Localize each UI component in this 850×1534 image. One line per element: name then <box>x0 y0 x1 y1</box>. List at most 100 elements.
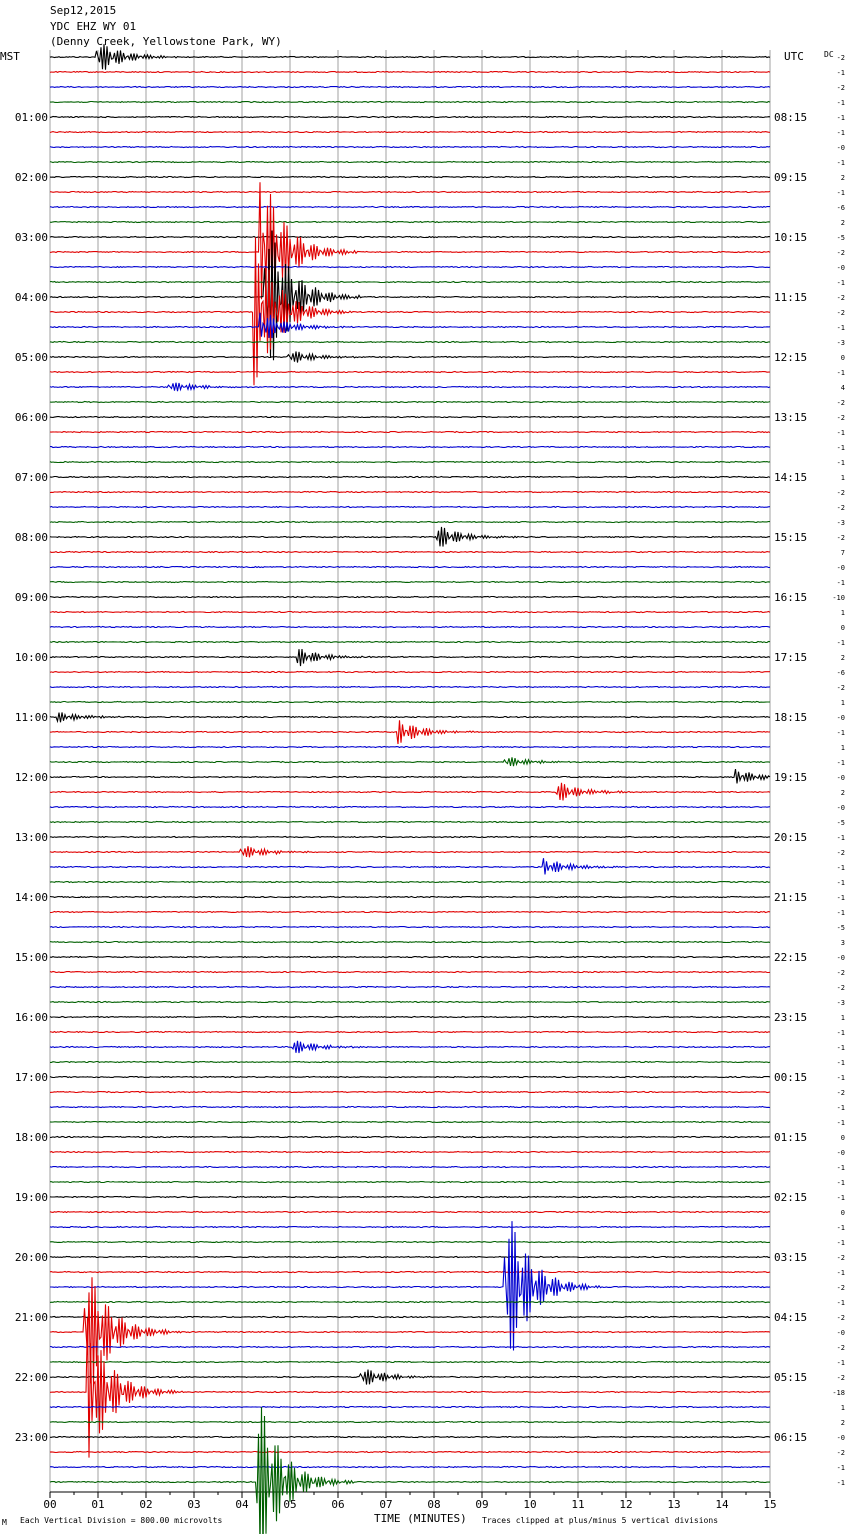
trace-row-63 <box>49 1000 771 1004</box>
dc-offset-label: -1 <box>837 129 845 137</box>
utc-hour-label: 08:15 <box>774 111 807 124</box>
dc-offset-label: -2 <box>837 309 845 317</box>
dc-offset-label: -1 <box>837 114 845 122</box>
dc-offset-label: -2 <box>837 54 845 62</box>
dc-offset-label: -6 <box>837 669 845 677</box>
mst-hour-label: 20:00 <box>15 1251 48 1264</box>
x-tick-label: 07 <box>379 1498 393 1511</box>
dc-offset-label: -2 <box>837 1254 845 1262</box>
dc-offset-label: -1 <box>837 369 845 377</box>
dc-offset-label: -0 <box>837 564 845 572</box>
trace-row-23 <box>49 400 771 404</box>
dc-offset-label: -1 <box>837 159 845 167</box>
dc-offset-label: 1 <box>841 744 845 752</box>
x-tick-label: 14 <box>715 1498 729 1511</box>
dc-offset-label: -1 <box>837 1119 845 1127</box>
dc-offset-label: -1 <box>837 729 845 737</box>
trace-row-68 <box>49 1075 771 1079</box>
dc-offset-label: -1 <box>837 1074 845 1082</box>
minute-grid <box>49 50 771 1498</box>
utc-hour-label: 20:15 <box>774 831 807 844</box>
trace-row-26 <box>50 445 771 449</box>
trace-row-90 <box>49 1405 771 1409</box>
mst-hour-label: 10:00 <box>15 651 48 664</box>
dc-offset-label: -2 <box>837 1284 845 1292</box>
trace-row-44 <box>49 712 771 724</box>
axis-labels: 01:00 02:00 03:00 04:00 05:00 06:00 07:00 08:00… <box>15 54 845 1487</box>
dc-offset-label: 7 <box>841 549 845 557</box>
dc-offset-label: -0 <box>837 714 845 722</box>
dc-offset-label: 1 <box>841 1404 845 1412</box>
trace-row-89 <box>49 1317 771 1458</box>
trace-row-54 <box>49 858 771 875</box>
trace-row-91 <box>49 1420 771 1424</box>
dc-offset-label: -5 <box>837 234 845 242</box>
dc-offset-label: -1 <box>837 1269 845 1277</box>
x-tick-label: 11 <box>571 1498 585 1511</box>
trace-row-14 <box>49 265 771 269</box>
x-tick-label: 05 <box>283 1498 297 1511</box>
trace-row-12 <box>49 235 771 239</box>
trace-row-75 <box>50 1180 771 1184</box>
x-tick-label: 01 <box>91 1498 105 1511</box>
dc-offset-label: -0 <box>837 1329 845 1337</box>
mst-axis-title: MST <box>0 50 20 63</box>
dc-offset-label: -1 <box>837 324 845 332</box>
trace-row-33 <box>49 550 771 554</box>
dc-offset-label: -1 <box>837 459 845 467</box>
trace-row-78 <box>49 1225 771 1229</box>
x-tick-label: 13 <box>667 1498 681 1511</box>
dc-offset-label: 2 <box>841 219 845 227</box>
dc-offset-label: -2 <box>837 984 845 992</box>
trace-row-56 <box>49 895 771 899</box>
trace-row-43 <box>49 700 770 704</box>
dc-offset-label: -1 <box>837 429 845 437</box>
dc-offset-label: -2 <box>837 294 845 302</box>
vertical-division-note: Each Vertical Division = 800.00 microvol… <box>20 1516 223 1525</box>
trace-row-74 <box>49 1165 771 1169</box>
dc-offset-label: -1 <box>837 69 845 77</box>
dc-offset-label: -1 <box>837 1104 845 1112</box>
dc-offset-label: -2 <box>837 249 845 257</box>
trace-row-30 <box>49 505 771 509</box>
dc-offset-label: 1 <box>841 699 845 707</box>
dc-offset-label: -2 <box>837 534 845 542</box>
trace-row-48 <box>49 769 771 784</box>
mst-hour-label: 19:00 <box>15 1191 48 1204</box>
dc-offset-label: -3 <box>837 339 845 347</box>
dc-offset-label: 0 <box>841 1134 845 1142</box>
utc-hour-label: 01:15 <box>774 1131 807 1144</box>
dc-offset-label: -0 <box>837 1149 845 1157</box>
utc-hour-label: 23:15 <box>774 1011 807 1024</box>
dc-offset-label: -1 <box>837 894 845 902</box>
trace-row-51 <box>49 820 771 824</box>
station-location: (Denny Creek, Yellowstone Park, WY) <box>50 35 282 48</box>
utc-hour-label: 05:15 <box>774 1371 807 1384</box>
trace-row-27 <box>49 460 771 464</box>
mst-hour-label: 03:00 <box>15 231 48 244</box>
dc-offset-label: 1 <box>841 474 845 482</box>
dc-offset-label: -1 <box>837 1239 845 1247</box>
trace-row-95 <box>49 1407 770 1534</box>
trace-row-40 <box>49 649 771 667</box>
utc-hour-label: 00:15 <box>774 1071 807 1084</box>
dc-offset-label: -10 <box>832 594 845 602</box>
dc-offset-label: -2 <box>837 969 845 977</box>
mst-hour-label: 12:00 <box>15 771 48 784</box>
dc-offset-label: -1 <box>837 99 845 107</box>
dc-offset-label: 2 <box>841 654 845 662</box>
mst-hour-label: 21:00 <box>15 1311 48 1324</box>
trace-row-84 <box>49 1315 770 1319</box>
dc-offset-label: -2 <box>837 414 845 422</box>
trace-row-65 <box>49 1030 771 1034</box>
dc-offset-label: -1 <box>837 1299 845 1307</box>
trace-row-83 <box>49 1300 771 1304</box>
trace-row-3 <box>50 100 771 104</box>
dc-offset-label: -2 <box>837 684 845 692</box>
x-tick-label: 08 <box>427 1498 441 1511</box>
dc-offset-label: -0 <box>837 144 845 152</box>
dc-offset-label: -1 <box>837 1194 845 1202</box>
dc-offset-label: -0 <box>837 804 845 812</box>
trace-row-80 <box>49 1255 771 1259</box>
